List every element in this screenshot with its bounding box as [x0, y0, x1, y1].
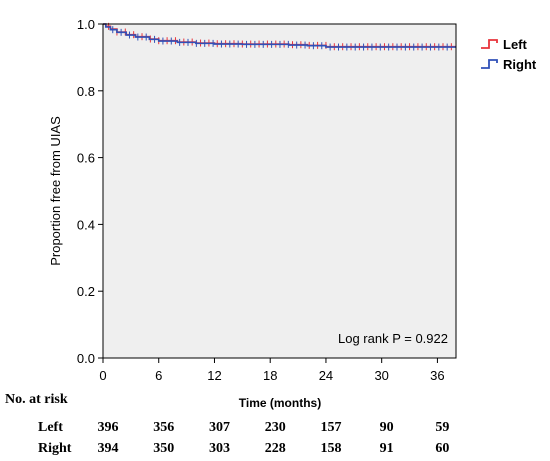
at-risk-value: 396 — [98, 420, 119, 435]
at-risk-table: Left 396 356 307 230 157 90 59 Right 394 350 303 228… — [38, 420, 449, 456]
at-risk-value: 356 — [153, 420, 174, 435]
legend-swatch-left — [481, 39, 498, 49]
y-tick-label: 0.4 — [77, 217, 95, 232]
y-tick-label: 0.6 — [77, 151, 95, 166]
at-risk-value: 91 — [380, 441, 394, 456]
y-tick-label: 0.2 — [77, 284, 95, 299]
x-tick-label: 0 — [99, 368, 106, 383]
at-risk-value: 59 — [435, 420, 449, 435]
x-tick-label: 30 — [374, 368, 388, 383]
survival-curves — [103, 22, 456, 51]
y-tick-label: 0.0 — [77, 351, 95, 366]
legend-label-right: Right — [503, 57, 537, 72]
series-line-right — [103, 23, 456, 48]
y-axis: 0.0 0.2 0.4 0.6 0.8 1.0 — [77, 17, 103, 366]
x-tick-label: 6 — [155, 368, 162, 383]
at-risk-value: 303 — [209, 441, 230, 456]
at-risk-value: 230 — [265, 420, 286, 435]
y-tick-label: 0.8 — [77, 84, 95, 99]
at-risk-row-label: Left — [38, 420, 63, 435]
at-risk-value: 394 — [98, 441, 119, 456]
plot-background — [103, 24, 456, 358]
logrank-annotation: Log rank P = 0.922 — [338, 331, 448, 346]
x-tick-label: 36 — [430, 368, 444, 383]
x-axis-title: Time (months) — [239, 396, 321, 410]
at-risk-value: 157 — [320, 420, 341, 435]
at-risk-value: 158 — [320, 441, 341, 456]
legend-label-left: Left — [503, 37, 528, 52]
at-risk-title: No. at risk — [5, 392, 68, 407]
at-risk-value: 307 — [209, 420, 230, 435]
legend-swatch-right — [481, 59, 498, 69]
x-axis: 0 6 12 18 24 30 36 — [99, 358, 445, 383]
at-risk-value: 350 — [153, 441, 174, 456]
x-tick-label: 18 — [263, 368, 277, 383]
legend: Left Right — [481, 37, 537, 72]
y-axis-title: Proportion free from UIAS — [48, 116, 63, 266]
x-tick-label: 24 — [319, 368, 333, 383]
y-tick-label: 1.0 — [77, 17, 95, 32]
x-tick-label: 12 — [207, 368, 221, 383]
at-risk-value: 90 — [380, 420, 394, 435]
at-risk-value: 60 — [435, 441, 449, 456]
at-risk-value: 228 — [265, 441, 286, 456]
plot-frame — [102, 23, 457, 359]
at-risk-row-label: Right — [38, 441, 72, 456]
